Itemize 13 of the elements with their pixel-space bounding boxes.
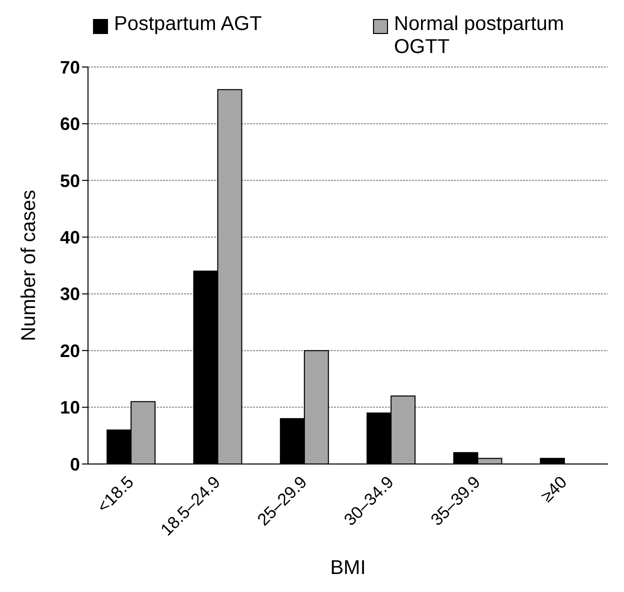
y-tick-label: 70: [60, 57, 80, 78]
y-tick-label: 30: [60, 284, 80, 304]
x-axis-title: BMI: [330, 557, 366, 579]
y-tick-label: 40: [60, 228, 80, 248]
y-tick-label: 10: [60, 398, 80, 418]
legend-label: Postpartum AGT: [114, 13, 262, 36]
y-axis-title: Number of cases: [18, 190, 40, 342]
y-tick-label: 20: [60, 340, 80, 361]
y-tick-label: 50: [60, 170, 80, 191]
legend-label: Normal postpartum OGTT: [394, 13, 566, 59]
x-tick-label: ≥40: [537, 472, 571, 506]
y-tick-label: 0: [70, 454, 80, 474]
y-tick-label: 60: [60, 114, 80, 134]
